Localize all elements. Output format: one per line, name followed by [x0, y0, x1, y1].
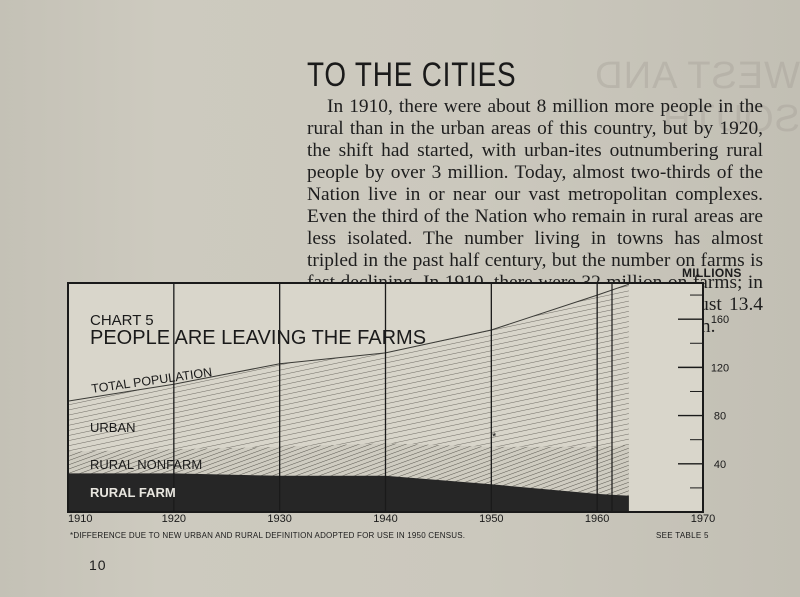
series-area-urban — [68, 284, 629, 452]
footnote-marker: * — [492, 431, 497, 443]
series-area-rural-nonfarm — [68, 443, 629, 496]
y-tick-label: 160 — [711, 314, 729, 326]
page-heading: TO THE CITIES — [307, 56, 517, 94]
x-tick-label: 1910 — [68, 513, 92, 525]
chart-footnote: *DIFFERENCE DUE TO NEW URBAN AND RURAL D… — [70, 531, 466, 540]
x-tick-label: 1960 — [585, 513, 609, 525]
page-number: 10 — [89, 557, 107, 573]
label-rural-nonfarm: RURAL NONFARM — [90, 457, 202, 472]
y-axis-unit-label: MILLIONS — [682, 266, 742, 280]
label-rural-farm: RURAL FARM — [90, 485, 176, 500]
x-tick-label: 1930 — [267, 513, 291, 525]
x-axis-ticks: 1910 1920 1930 1940 1950 1960 1970 — [68, 283, 715, 525]
y-tick-label: 40 — [714, 459, 726, 471]
x-tick-label: 1970 — [691, 513, 715, 525]
y-tick-label: 80 — [714, 411, 726, 423]
series-area-rural-farm — [68, 473, 629, 512]
x-tick-label: 1940 — [373, 513, 397, 525]
see-table-reference: SEE TABLE 5 — [656, 531, 709, 540]
chart-label: CHART 5 — [90, 312, 154, 329]
y-tick-label: 120 — [711, 362, 729, 374]
x-tick-label: 1920 — [162, 513, 186, 525]
chart-title: PEOPLE ARE LEAVING THE FARMS — [90, 327, 426, 349]
y-axis-ticks: 40 80 120 160 — [678, 283, 729, 512]
x-tick-label: 1950 — [479, 513, 503, 525]
label-urban: URBAN — [90, 420, 136, 435]
